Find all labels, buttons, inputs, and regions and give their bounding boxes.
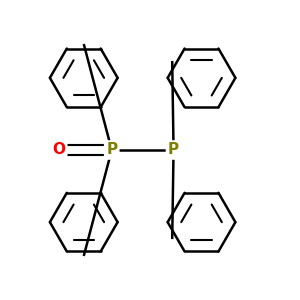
Text: P: P [106, 142, 117, 158]
Text: P: P [168, 142, 179, 158]
Text: O: O [52, 142, 65, 158]
